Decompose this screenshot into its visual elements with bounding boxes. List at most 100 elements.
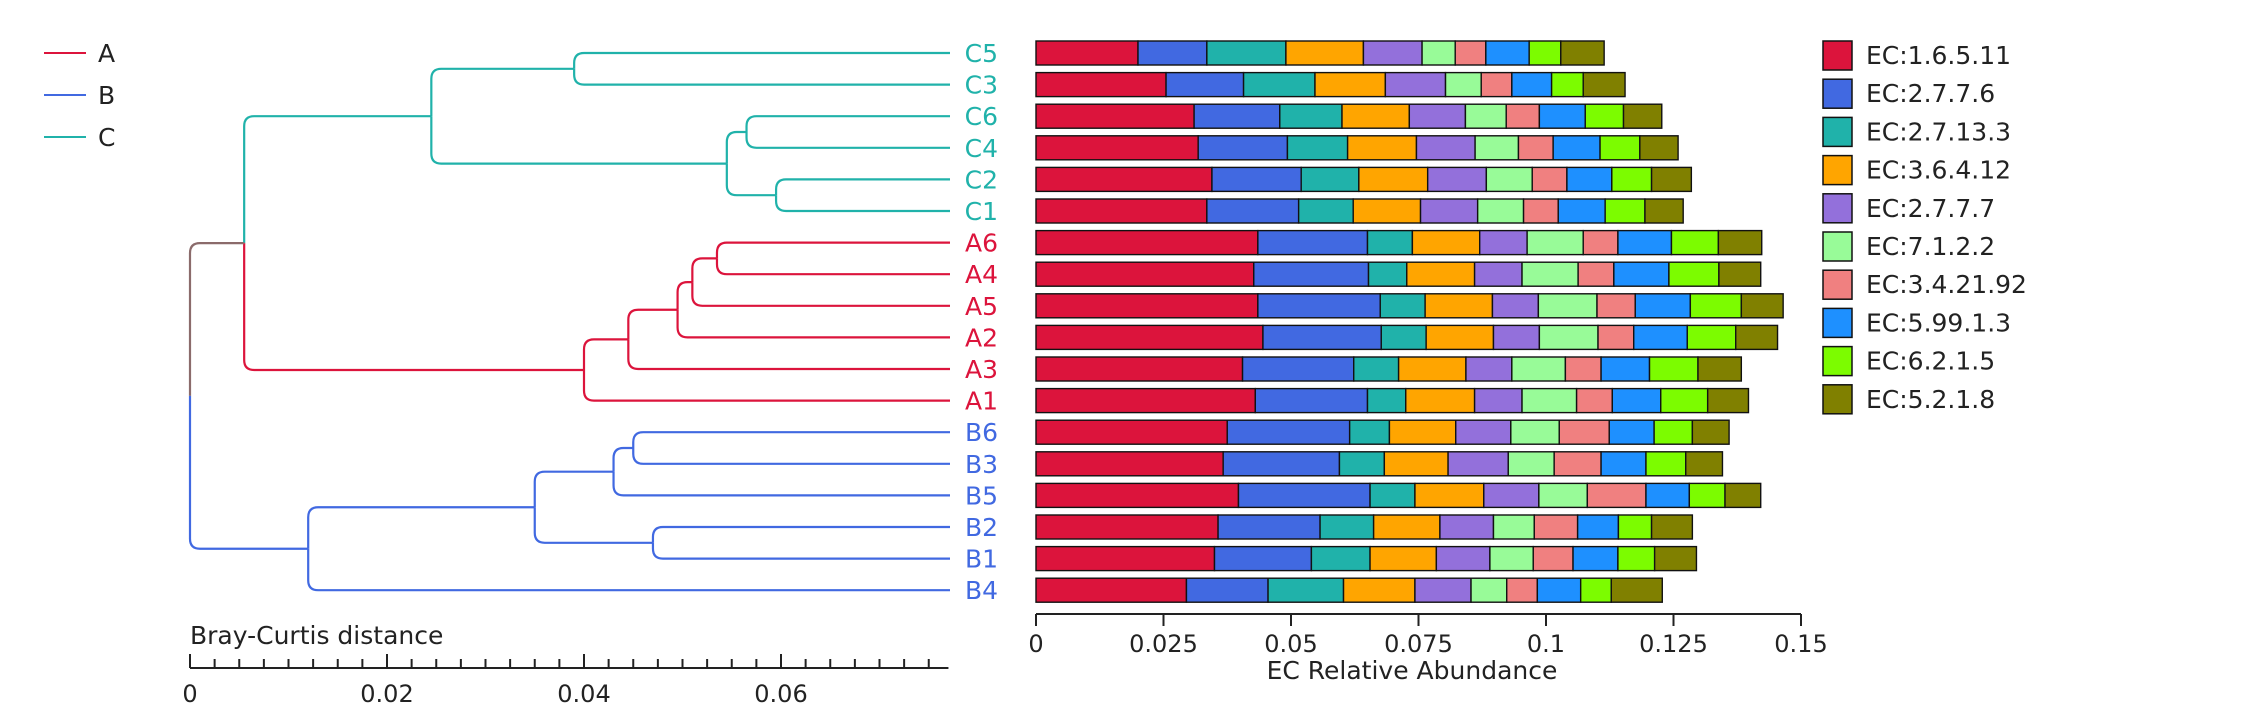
bar-segment-B1-EC-3-4-21-92 xyxy=(1532,545,1574,572)
bar-tick-label: 0 xyxy=(1028,630,1043,658)
bar-segment-B4-EC-3-6-4-12 xyxy=(1342,577,1416,603)
bar-segment-A3-EC-5-2-1-8 xyxy=(1697,356,1743,382)
bar-segment-C2-EC-5-2-1-8 xyxy=(1650,166,1693,193)
bar-segment-B5-EC-2-7-7-6 xyxy=(1237,482,1371,509)
bar-segment-B2-EC-2-7-13-3 xyxy=(1319,514,1375,540)
bar-segment-B5-EC-3-6-4-12 xyxy=(1414,482,1485,509)
bar-segment-A6-EC-6-2-1-5 xyxy=(1670,229,1720,256)
bar-segment-C3-EC-3-4-21-92 xyxy=(1480,71,1513,98)
bar-segment-A5-EC-7-1-2-2 xyxy=(1537,293,1598,319)
legend-label-EC-3-4-21-92: EC:3.4.21.92 xyxy=(1866,270,2027,299)
bar-segment-A2-EC-3-4-21-92 xyxy=(1597,324,1635,351)
bar-segment-A6-EC-5-99-1-3 xyxy=(1617,229,1673,256)
bar-segment-B2-EC-5-99-1-3 xyxy=(1576,514,1620,540)
bar-segment-B1-EC-7-1-2-2 xyxy=(1489,545,1534,572)
bar-segment-B5-EC-3-4-21-92 xyxy=(1586,482,1647,509)
leaf-label-A1: A1 xyxy=(965,387,998,416)
bar-segment-C1-EC-5-99-1-3 xyxy=(1557,198,1606,224)
bar-segment-A3-EC-2-7-13-3 xyxy=(1353,356,1400,382)
leaf-label-A3: A3 xyxy=(965,355,998,384)
bar-tick-label: 0.125 xyxy=(1639,630,1708,658)
bar-segment-B4-EC-7-1-2-2 xyxy=(1470,577,1508,603)
bar-segment-C3-EC-3-6-4-12 xyxy=(1314,71,1387,98)
dendrogram-tick-label: 0 xyxy=(182,680,197,708)
dendrogram xyxy=(188,51,950,592)
bar-row-B6 xyxy=(1035,419,1730,445)
bar-segment-C3-EC-1-6-5-11 xyxy=(1035,71,1167,98)
bar-segment-C5-EC-1-6-5-11 xyxy=(1035,40,1139,66)
bar-segment-C3-EC-5-2-1-8 xyxy=(1582,71,1626,98)
bar-segment-C2-EC-1-6-5-11 xyxy=(1035,166,1213,193)
dendrogram-branch-B6-B3-B5-B2-B1-B4 xyxy=(307,506,950,592)
bar-segment-C4-EC-3-4-21-92 xyxy=(1517,135,1554,161)
bar-segment-C3-EC-2-7-13-3 xyxy=(1242,71,1316,98)
bar-segment-C1-EC-5-2-1-8 xyxy=(1644,198,1684,224)
bar-segment-C2-EC-3-6-4-12 xyxy=(1358,166,1429,193)
bar-segment-A2-EC-2-7-7-7 xyxy=(1492,324,1541,351)
group-legend-label-C: C xyxy=(98,123,115,152)
bar-row-B3 xyxy=(1035,451,1724,477)
bar-segment-C6-EC-2-7-7-6 xyxy=(1193,103,1281,129)
bar-segment-B3-EC-2-7-13-3 xyxy=(1338,451,1386,477)
bar-segment-C6-EC-6-2-1-5 xyxy=(1584,103,1625,129)
bar-segment-A1-EC-2-7-13-3 xyxy=(1366,387,1407,414)
dendrogram-axis: Bray-Curtis distance 0 0.02 0.04 0.06 xyxy=(182,621,949,708)
legend-swatch-EC-1-6-5-11 xyxy=(1822,40,1853,71)
bar-segment-A2-EC-5-2-1-8 xyxy=(1735,324,1779,351)
bar-segment-C2-EC-6-2-1-5 xyxy=(1611,166,1653,193)
bar-segment-C6-EC-5-99-1-3 xyxy=(1538,103,1586,129)
bar-segment-B2-EC-6-2-1-5 xyxy=(1617,514,1653,540)
bar-tick-label: 0.05 xyxy=(1264,630,1317,658)
bar-segment-C5-EC-5-99-1-3 xyxy=(1485,40,1530,66)
leaf-label-B4: B4 xyxy=(965,576,998,605)
legend-swatch-EC-5-2-1-8 xyxy=(1822,384,1853,415)
bar-segment-C1-EC-2-7-7-7 xyxy=(1419,198,1479,224)
bar-segment-A6-EC-5-2-1-8 xyxy=(1717,229,1763,256)
dendrogram-branch-A6-A4 xyxy=(715,241,950,276)
bar-row-A5 xyxy=(1035,293,1784,319)
bar-segment-A3-EC-1-6-5-11 xyxy=(1035,356,1244,382)
bar-segment-B6-EC-5-99-1-3 xyxy=(1608,419,1655,445)
legend-label-EC-2-7-7-6: EC:2.7.7.6 xyxy=(1866,79,1995,108)
bar-segment-A3-EC-2-7-7-6 xyxy=(1241,356,1355,382)
bar-axis-title: EC Relative Abundance xyxy=(1267,656,1558,685)
bar-segment-B3-EC-1-6-5-11 xyxy=(1035,451,1224,477)
bar-segment-A1-EC-5-2-1-8 xyxy=(1706,387,1750,414)
bar-segment-A6-EC-3-4-21-92 xyxy=(1582,229,1619,256)
dendrogram-branch-C6-C4 xyxy=(745,115,950,149)
bar-segment-C3-EC-5-99-1-3 xyxy=(1511,71,1553,98)
bar-segment-B3-EC-6-2-1-5 xyxy=(1645,451,1687,477)
bar-segment-A1-EC-7-1-2-2 xyxy=(1521,387,1578,414)
dendrogram-branch-A6-A4-A5-A2-A3-A1 xyxy=(582,338,950,402)
dendrogram-branch-C2-C1 xyxy=(774,178,950,213)
bar-segment-A2-EC-2-7-7-6 xyxy=(1262,324,1382,351)
dendrogram-branch-B2-B1 xyxy=(651,525,950,560)
bar-segment-B6-EC-5-2-1-8 xyxy=(1691,419,1730,445)
bar-segment-B4-EC-2-7-7-6 xyxy=(1185,577,1269,603)
bar-segment-C5-EC-2-7-7-7 xyxy=(1362,40,1423,66)
dendrogram-branch-C6-C4-C2-C1 xyxy=(725,130,777,197)
dendrogram-branch-A6-A4-A5 xyxy=(691,257,950,307)
bar-segment-B4-EC-6-2-1-5 xyxy=(1579,577,1612,603)
bar-segment-B1-EC-5-99-1-3 xyxy=(1572,545,1619,572)
bar-segment-A1-EC-2-7-7-7 xyxy=(1473,387,1523,414)
dendrogram-branch-A6-A4-A5-A2 xyxy=(676,281,950,339)
bar-segment-A5-EC-1-6-5-11 xyxy=(1035,293,1259,319)
bar-segment-A2-EC-6-2-1-5 xyxy=(1686,324,1737,351)
bar-segment-A5-EC-2-7-7-6 xyxy=(1257,293,1381,319)
bar-row-C4 xyxy=(1035,135,1679,161)
bar-segment-A1-EC-1-6-5-11 xyxy=(1035,387,1257,414)
bar-segment-A1-EC-2-7-7-6 xyxy=(1254,387,1369,414)
bar-segment-A6-EC-2-7-13-3 xyxy=(1366,229,1414,256)
bar-segment-B4-EC-2-7-13-3 xyxy=(1267,577,1345,603)
bar-segment-B5-EC-1-6-5-11 xyxy=(1035,482,1240,509)
bar-segment-B1-EC-2-7-7-6 xyxy=(1213,545,1313,572)
leaf-label-A6: A6 xyxy=(965,229,998,258)
bar-segment-A4-EC-6-2-1-5 xyxy=(1668,261,1720,287)
legend-label-EC-2-7-13-3: EC:2.7.13.3 xyxy=(1866,117,2011,146)
leaf-label-B2: B2 xyxy=(965,513,998,542)
bar-row-B5 xyxy=(1035,482,1762,509)
bar-segment-A4-EC-2-7-7-7 xyxy=(1473,261,1523,287)
bar-segment-A4-EC-5-99-1-3 xyxy=(1613,261,1670,287)
bar-segment-A4-EC-2-7-13-3 xyxy=(1367,261,1408,287)
